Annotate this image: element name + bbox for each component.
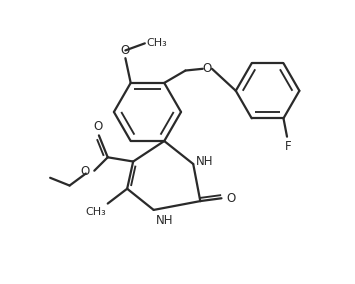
Text: O: O bbox=[94, 120, 103, 133]
Text: O: O bbox=[203, 62, 212, 75]
Text: NH: NH bbox=[155, 214, 173, 227]
Text: CH₃: CH₃ bbox=[85, 207, 106, 217]
Text: F: F bbox=[284, 140, 291, 153]
Text: O: O bbox=[227, 192, 236, 205]
Text: NH: NH bbox=[196, 155, 214, 168]
Text: O: O bbox=[121, 44, 130, 57]
Text: O: O bbox=[81, 165, 90, 178]
Text: CH₃: CH₃ bbox=[147, 38, 167, 48]
